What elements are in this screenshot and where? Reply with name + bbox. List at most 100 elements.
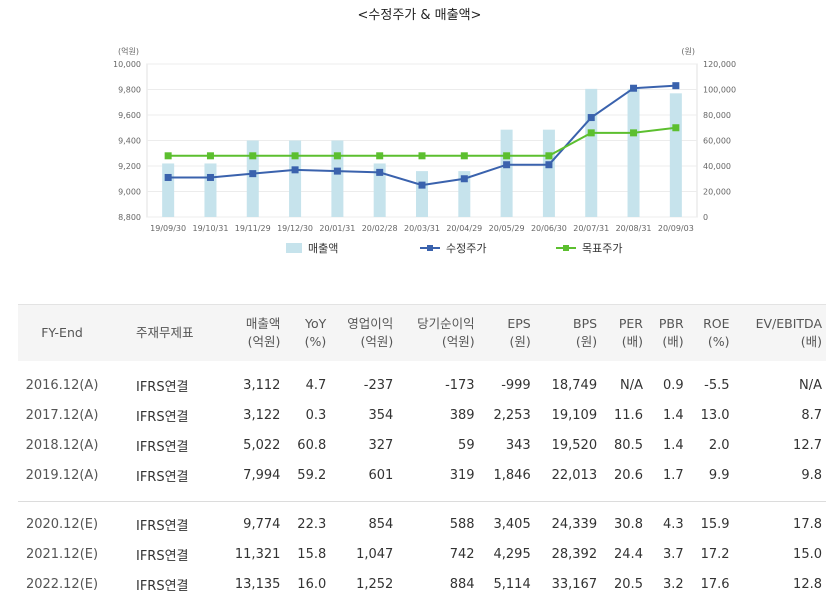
x-tick-label: 19/09/30: [150, 224, 186, 233]
left-tick-label: 9,800: [118, 86, 141, 95]
table-row: 2020.12(E) IFRS연결 9,774 22.3 854 588 3,405 24,3…: [18, 510, 826, 540]
cell-roe: 15.9: [700, 517, 730, 532]
table-row: 2021.12(E) IFRS연결 11,321 15.8 1,047 742 4,295 2…: [18, 540, 826, 570]
cell-ev-ebitda: 12.8: [793, 577, 822, 592]
revenue-bar: [585, 88, 598, 217]
cell-net-income: 588: [449, 517, 475, 532]
adjusted-price-point: [418, 181, 426, 189]
cell-revenue: 9,774: [243, 517, 281, 532]
legend-swatch-revenue: [286, 243, 302, 253]
legend-swatch-target-price: [556, 243, 576, 253]
legend-item-target-price[interactable]: 목표주가: [556, 240, 622, 256]
cell-revenue: 11,321: [234, 547, 281, 562]
cell-roe: 9.9: [708, 468, 730, 483]
cell-per: 24.4: [614, 547, 643, 562]
cell-operating-income: -237: [363, 378, 394, 393]
right-axis-unit: (원): [681, 47, 695, 56]
table-row: 2016.12(A) IFRS연결 3,112 4.7 -237 -173 -999 18,7…: [18, 371, 826, 401]
legend-label-target-price: 목표주가: [582, 242, 623, 255]
legend-item-adjusted-price[interactable]: 수정주가: [420, 240, 486, 256]
chart-legend: 매출액 수정주가 목표주가: [0, 240, 839, 256]
cell-eps: 3,405: [493, 517, 531, 532]
cell-yoy: 4.7: [305, 378, 327, 393]
cell-bps: 19,109: [551, 408, 598, 423]
cell-bps: 33,167: [551, 577, 598, 592]
cell-per: 80.5: [614, 438, 643, 453]
cell-net-income: 884: [449, 577, 475, 592]
header-yoy: YoY (%): [284, 304, 331, 361]
header-pbr: PBR (배): [646, 304, 688, 361]
header-bps: BPS (원): [534, 304, 602, 361]
target-price-point: [587, 129, 595, 137]
cell-statement: IFRS연결: [136, 380, 189, 395]
chart-title: <수정주가 & 매출액>: [357, 8, 482, 23]
legend-item-revenue[interactable]: 매출액: [286, 240, 338, 256]
cell-yoy: 0.3: [305, 408, 327, 423]
cell-fy-end: 2021.12(E): [25, 547, 99, 562]
x-tick-label: 20/09/03: [658, 224, 694, 233]
cell-per: 20.6: [614, 468, 643, 483]
cell-roe: 2.0: [708, 438, 730, 453]
cell-revenue: 13,135: [234, 577, 281, 592]
cell-ev-ebitda: 12.7: [793, 438, 822, 453]
cell-operating-income: 854: [368, 517, 394, 532]
cell-revenue: 3,122: [243, 408, 281, 423]
cell-pbr: 1.7: [663, 468, 684, 483]
legend-label-adjusted-price: 수정주가: [446, 242, 487, 255]
cell-per: 20.5: [614, 577, 643, 592]
adjusted-price-point: [333, 167, 341, 175]
cell-statement: IFRS연결: [136, 440, 189, 455]
header-fy-end: FY-End: [18, 304, 106, 361]
left-tick-label: 9,600: [118, 111, 141, 120]
cell-roe: -5.5: [704, 378, 730, 393]
financial-summary-table: FY-End 주재무제표 매출액 (억원) YoY (%) 영업이익 (억원) 당기순…: [18, 304, 826, 600]
revenue-bar: [289, 140, 302, 217]
header-revenue: 매출액 (억원): [218, 304, 285, 361]
target-price-point: [291, 152, 299, 160]
revenue-bar: [669, 93, 682, 217]
x-tick-label: 20/06/30: [531, 224, 567, 233]
cell-ev-ebitda: 17.8: [793, 517, 822, 532]
cell-revenue: 5,022: [243, 438, 281, 453]
cell-revenue: 7,994: [243, 468, 281, 483]
left-tick-label: 9,000: [118, 188, 141, 197]
adjusted-price-point: [291, 166, 299, 174]
adjusted-price-point: [672, 82, 680, 90]
header-roe: ROE (%): [687, 304, 734, 361]
cell-pbr: 1.4: [663, 408, 684, 423]
left-tick-label: 10,000: [113, 60, 141, 69]
cell-statement: IFRS연결: [136, 549, 189, 564]
cell-net-income: -173: [445, 378, 475, 393]
target-price-point: [164, 152, 172, 160]
x-tick-label: 20/07/31: [573, 224, 609, 233]
cell-bps: 22,013: [551, 468, 598, 483]
cell-pbr: 3.2: [663, 577, 684, 592]
cell-operating-income: 601: [368, 468, 394, 483]
target-price-point: [460, 152, 468, 160]
target-price-point: [503, 152, 511, 160]
cell-fy-end: 2016.12(A): [25, 378, 99, 393]
right-tick-label: 60,000: [703, 137, 731, 146]
legend-label-revenue: 매출액: [308, 242, 339, 255]
left-tick-label: 9,400: [118, 137, 141, 146]
x-tick-label: 20/02/28: [362, 224, 398, 233]
header-per: PER (배): [601, 304, 647, 361]
cell-yoy: 22.3: [297, 517, 327, 532]
target-price-point: [333, 152, 341, 160]
cell-fy-end: 2019.12(A): [25, 468, 99, 483]
right-tick-label: 20,000: [703, 188, 731, 197]
x-tick-label: 19/10/31: [192, 224, 228, 233]
revenue-bar: [331, 140, 344, 217]
adjusted-price-point: [587, 114, 595, 122]
x-tick-label: 19/11/29: [235, 224, 271, 233]
header-statement: 주재무제표: [106, 304, 218, 361]
cell-eps: 4,295: [493, 547, 531, 562]
legend-swatch-adjusted-price: [420, 243, 440, 253]
cell-eps: 1,846: [493, 468, 531, 483]
table-row: 2019.12(A) IFRS연결 7,994 59.2 601 319 1,846 22,0…: [18, 461, 826, 491]
cell-statement: IFRS연결: [136, 410, 189, 425]
target-price-point: [376, 152, 384, 160]
cell-revenue: 3,112: [243, 378, 281, 393]
cell-eps: -999: [501, 378, 531, 393]
cell-yoy: 60.8: [297, 438, 327, 453]
